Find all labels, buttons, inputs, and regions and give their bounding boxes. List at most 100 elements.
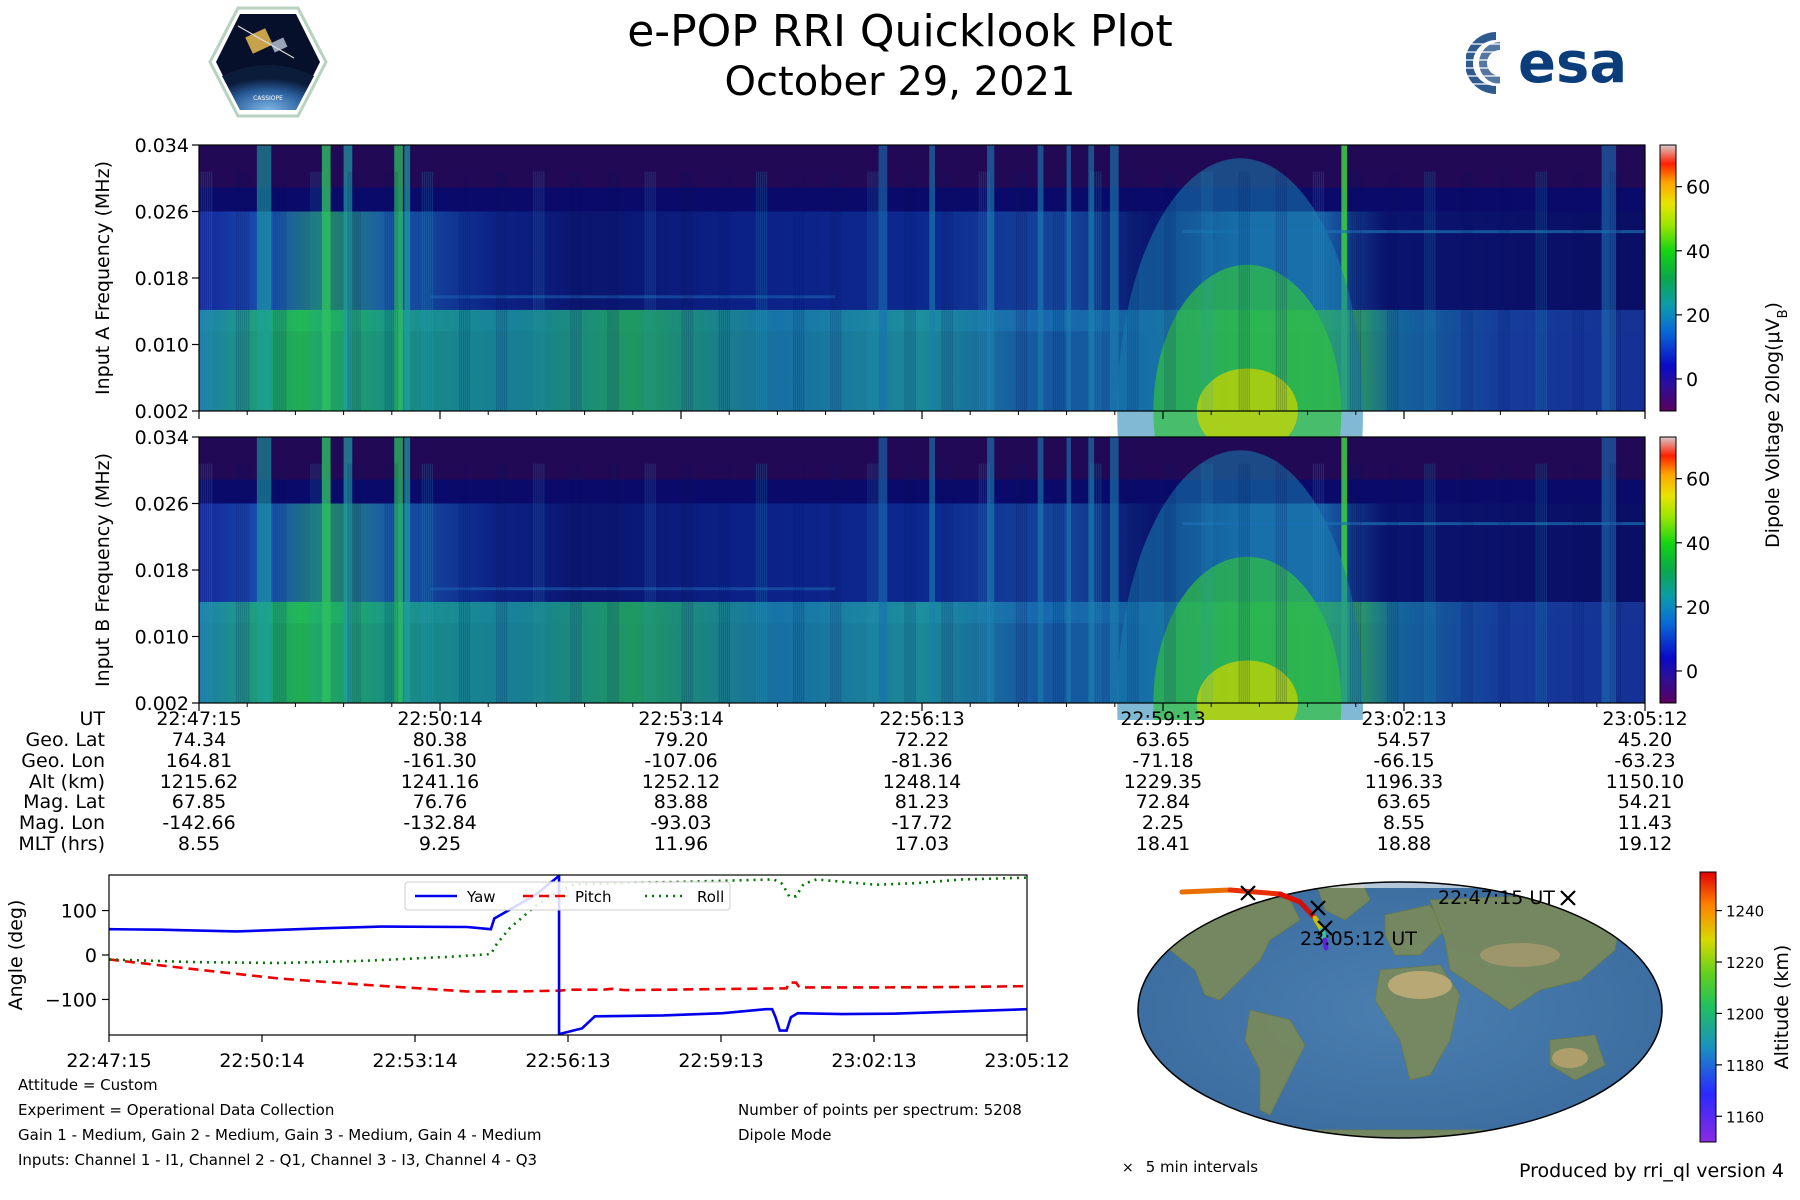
attitude-legend: Yaw Pitch Roll (404, 881, 731, 911)
heatmap-texture (570, 463, 572, 703)
heatmap-dome-inner (1153, 556, 1342, 720)
map-colorbar-label: Altitude (km) (1771, 945, 1793, 1070)
x-tick-label: 22:59:13 (678, 1050, 763, 1070)
heatmap-texture (988, 171, 990, 411)
heatmap-texture (1248, 171, 1250, 411)
heatmap-texture (652, 463, 654, 703)
info-experiment: Experiment = Operational Data Collection (18, 1101, 335, 1119)
info-inputs: Inputs: Channel 1 - I1, Channel 2 - Q1, … (18, 1151, 538, 1169)
heatmap-texture (1164, 171, 1166, 411)
heatmap-texture (1131, 463, 1133, 703)
heatmap-texture (275, 463, 277, 703)
map-legend-label: 5 min intervals (1145, 1158, 1259, 1176)
heatmap-streak (1037, 437, 1044, 703)
heatmap-streak (343, 145, 353, 411)
heatmap-texture (277, 463, 279, 703)
heatmap-texture (1246, 171, 1248, 411)
heatmap-texture (421, 463, 423, 703)
heatmap-texture (357, 463, 359, 703)
heatmap-texture (1023, 171, 1026, 411)
heatmap-texture (1502, 171, 1504, 411)
orbit-map: 22:47:15 UT 23:05:12 UT 1240 1220 1200 1180 11… (1137, 871, 1793, 1143)
heatmap-texture (980, 463, 982, 703)
heatmap-texture (242, 463, 244, 703)
heatmap-texture (1428, 171, 1430, 411)
heatmap-texture (803, 463, 805, 703)
heatmap-texture (763, 463, 766, 703)
orbit-marker-cross (1240, 885, 1256, 901)
heatmap-texture (429, 463, 431, 703)
heatmap-texture (425, 171, 427, 411)
heatmap-texture (1166, 171, 1168, 411)
heatmap-texture (1246, 463, 1248, 703)
heatmap-texture (793, 463, 795, 703)
heatmap-texture (1349, 463, 1352, 703)
heatmap-texture (830, 171, 832, 411)
ephemeris-cell: 23:05:12 (1602, 708, 1687, 730)
orbit-track-segment (1227, 887, 1283, 897)
heatmap-texture (500, 171, 502, 411)
heatmap-texture (462, 463, 465, 703)
heatmap-texture (1543, 171, 1545, 411)
heatmap-texture (384, 463, 386, 703)
heatmap-texture (1017, 171, 1020, 411)
heatmap-texture (1021, 463, 1024, 703)
heatmap-texture (580, 463, 582, 703)
heatmap-texture (285, 463, 287, 703)
heatmap-texture (1471, 171, 1473, 411)
heatmap-texture (349, 171, 351, 411)
map-annotation-start: 22:47:15 UT (1438, 887, 1555, 909)
heatmap-texture (273, 463, 275, 703)
heatmap-texture (318, 463, 320, 703)
svg-text:esa: esa (1518, 31, 1627, 96)
heatmap-texture (396, 463, 398, 703)
heatmap-texture (797, 463, 799, 703)
heatmap-texture (1387, 171, 1389, 411)
heatmap-texture (1211, 171, 1213, 411)
ephemeris-cell: -142.66 (162, 812, 235, 834)
ephemeris-cell: 18.88 (1377, 833, 1431, 855)
heatmap-streak (1109, 145, 1119, 411)
heatmap-texture (1275, 171, 1277, 411)
heatmap-streak (1109, 437, 1119, 703)
heatmap-texture (1209, 171, 1211, 411)
heatmap-texture (1312, 463, 1315, 703)
heatmap-texture (466, 463, 469, 703)
heatmap-texture (1277, 171, 1279, 411)
heatmap-texture (720, 171, 723, 411)
heatmap-texture (982, 463, 984, 703)
heatmap-texture (834, 463, 836, 703)
heatmap-texture (458, 463, 461, 703)
heatmap-texture (318, 171, 320, 411)
heatmap-texture (359, 171, 361, 411)
heatmap-texture (871, 463, 873, 703)
heatmap-texture (502, 463, 504, 703)
ephemeris-cell: 79.20 (654, 729, 708, 751)
heatmap-texture (681, 463, 683, 703)
heatmap-texture (240, 463, 242, 703)
heatmap-texture (1353, 171, 1356, 411)
heatmap-texture (1611, 463, 1614, 703)
heatmap-streak (343, 437, 353, 703)
heatmap-texture (1164, 463, 1166, 703)
heatmap-texture (504, 463, 506, 703)
ephemeris-cell: 22:47:15 (156, 708, 241, 730)
heatmap-texture (580, 171, 582, 411)
ephemeris-cell: 1215.62 (160, 771, 239, 793)
heatmap-texture (611, 463, 613, 703)
legend-label: Roll (697, 888, 724, 906)
heatmap-texture (1391, 171, 1393, 411)
heatmap-texture (1133, 171, 1135, 411)
heatmap-texture (1461, 171, 1463, 411)
heatmap-texture (1209, 463, 1211, 703)
ephemeris-cell: -71.18 (1132, 750, 1193, 772)
heatmap-texture (1360, 463, 1362, 703)
heatmap-texture (986, 171, 988, 411)
y-tick-label: −100 (45, 989, 97, 1011)
heatmap-texture (912, 171, 914, 411)
heatmap-texture (1135, 463, 1137, 703)
heatmap-texture (873, 171, 875, 411)
orbit-marker-cross (1310, 900, 1326, 916)
heatmap-texture (1541, 171, 1543, 411)
heatmap-texture (1054, 463, 1057, 703)
